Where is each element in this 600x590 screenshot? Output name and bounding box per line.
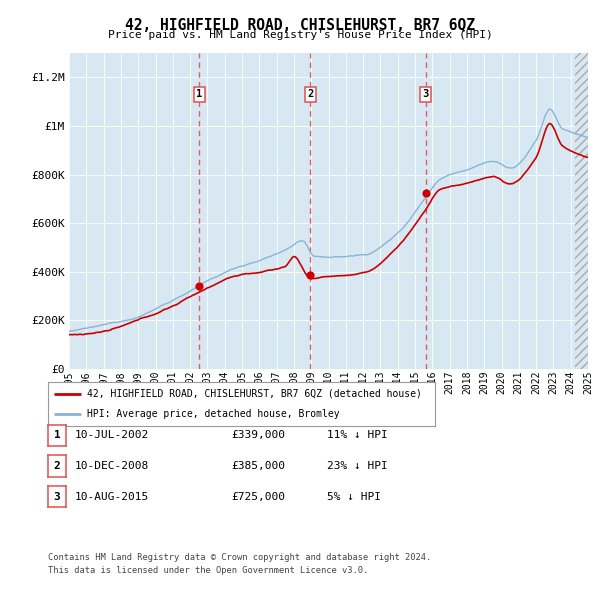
Text: 23% ↓ HPI: 23% ↓ HPI xyxy=(327,461,388,471)
Text: 10-DEC-2008: 10-DEC-2008 xyxy=(75,461,149,471)
Text: £339,000: £339,000 xyxy=(231,431,285,440)
Point xyxy=(421,188,430,198)
Text: 3: 3 xyxy=(53,492,61,502)
Point xyxy=(194,281,204,291)
Text: 11% ↓ HPI: 11% ↓ HPI xyxy=(327,431,388,440)
Text: 3: 3 xyxy=(422,89,428,99)
Point xyxy=(305,271,315,280)
Text: 2: 2 xyxy=(53,461,61,471)
Text: £385,000: £385,000 xyxy=(231,461,285,471)
Text: 10-JUL-2002: 10-JUL-2002 xyxy=(75,431,149,440)
Text: 2: 2 xyxy=(307,89,313,99)
Text: This data is licensed under the Open Government Licence v3.0.: This data is licensed under the Open Gov… xyxy=(48,566,368,575)
Text: 10-AUG-2015: 10-AUG-2015 xyxy=(75,492,149,502)
Text: Contains HM Land Registry data © Crown copyright and database right 2024.: Contains HM Land Registry data © Crown c… xyxy=(48,553,431,562)
Text: 1: 1 xyxy=(53,431,61,440)
Text: Price paid vs. HM Land Registry's House Price Index (HPI): Price paid vs. HM Land Registry's House … xyxy=(107,30,493,40)
Text: 1: 1 xyxy=(196,89,202,99)
Text: £725,000: £725,000 xyxy=(231,492,285,502)
Text: 42, HIGHFIELD ROAD, CHISLEHURST, BR7 6QZ: 42, HIGHFIELD ROAD, CHISLEHURST, BR7 6QZ xyxy=(125,18,475,32)
Text: 42, HIGHFIELD ROAD, CHISLEHURST, BR7 6QZ (detached house): 42, HIGHFIELD ROAD, CHISLEHURST, BR7 6QZ… xyxy=(87,389,422,399)
Text: 5% ↓ HPI: 5% ↓ HPI xyxy=(327,492,381,502)
Text: HPI: Average price, detached house, Bromley: HPI: Average price, detached house, Brom… xyxy=(87,409,340,419)
